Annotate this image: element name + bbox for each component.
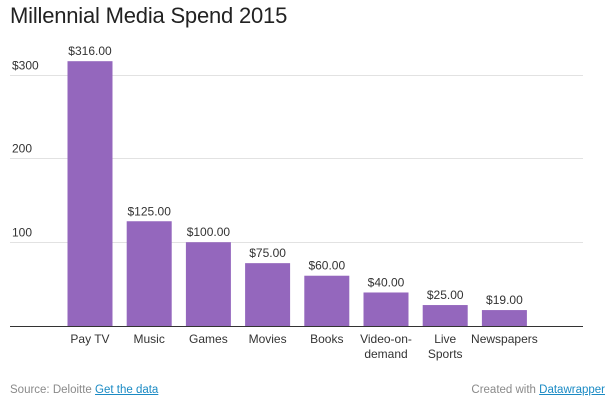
bar (67, 61, 113, 326)
value-label: $25.00 (427, 288, 464, 302)
value-label: $19.00 (486, 293, 523, 307)
bar (363, 292, 409, 326)
x-axis-labels: Pay TV Music Games Movies Books Video-on-dema… (70, 332, 537, 361)
category-label: Sports (428, 347, 463, 361)
get-data-link[interactable]: Get the data (95, 384, 159, 396)
footer-credit: Created with Datawrapper (471, 384, 605, 396)
bars (67, 61, 527, 326)
y-axis-ticks: 100 200 $300 (12, 59, 39, 240)
source-text: Source: Deloitte (10, 384, 92, 396)
value-label: $75.00 (249, 246, 286, 260)
category-label: Movies (249, 332, 287, 346)
value-label: $60.00 (308, 259, 345, 273)
bar (422, 305, 468, 326)
value-label: $316.00 (68, 44, 112, 58)
y-tick-label: 200 (12, 142, 32, 156)
y-tick-label: $300 (12, 59, 39, 73)
bar (185, 242, 231, 326)
footer-source: Source: Deloitte Get the data (10, 384, 158, 396)
value-label: $125.00 (128, 204, 172, 218)
value-labels: $316.00 $125.00 $100.00 $75.00 $60.00 $40.00 $… (68, 44, 523, 307)
bar (481, 310, 527, 326)
y-tick-label: 100 (12, 226, 32, 240)
category-label: Books (310, 332, 343, 346)
bar (126, 221, 172, 326)
created-with-text: Created with (471, 384, 536, 396)
category-label: Newspapers (471, 332, 538, 346)
value-label: $100.00 (187, 225, 231, 239)
bar (245, 263, 291, 326)
bar (304, 275, 350, 326)
category-label: Games (189, 332, 228, 346)
category-label: Video-on- (360, 332, 412, 346)
category-label: Music (134, 332, 165, 346)
chart-title: Millennial Media Spend 2015 (10, 3, 288, 28)
value-label: $40.00 (368, 275, 405, 289)
category-label: Pay TV (70, 332, 109, 346)
category-label: demand (364, 347, 407, 361)
datawrapper-link[interactable]: Datawrapper (539, 384, 605, 396)
category-label: Live (434, 332, 456, 346)
